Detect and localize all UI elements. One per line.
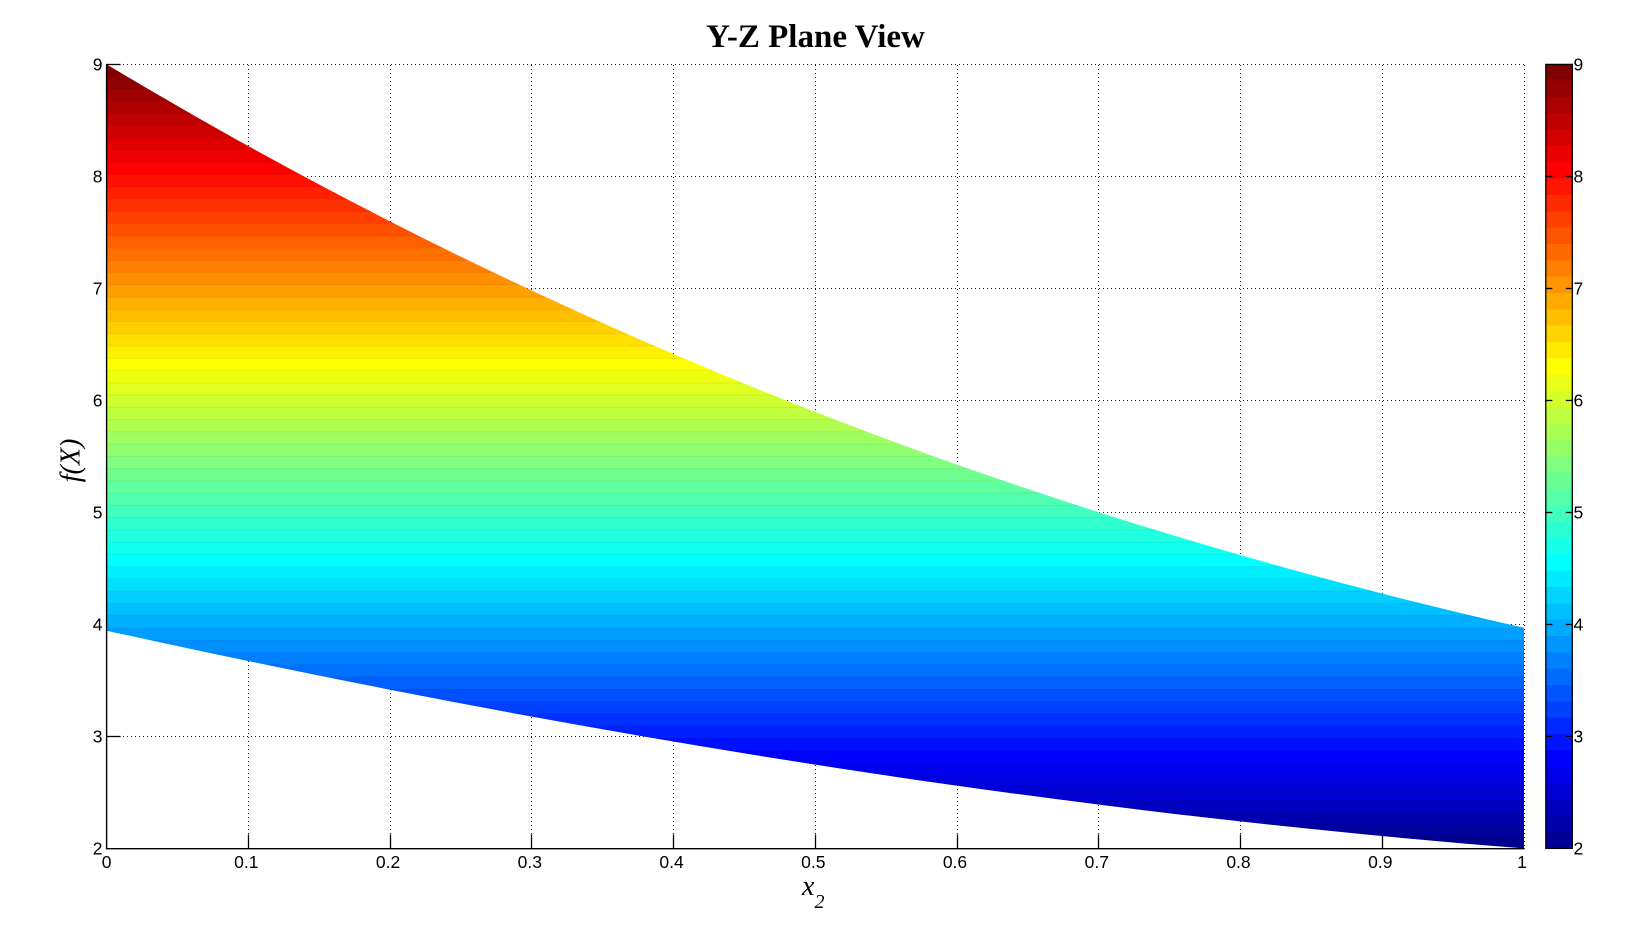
svg-text:0.4: 0.4 [659,852,684,872]
svg-text:5: 5 [93,503,103,523]
svg-text:2: 2 [1574,839,1584,859]
svg-text:7: 7 [93,279,103,299]
svg-text:6: 6 [93,391,103,411]
svg-text:8: 8 [93,167,103,187]
svg-text:6: 6 [1574,391,1584,411]
svg-text:5: 5 [1574,503,1584,523]
svg-text:0.3: 0.3 [518,852,542,872]
svg-text:8: 8 [1574,167,1584,187]
svg-text:4: 4 [93,615,103,635]
svg-text:x2: x2 [801,871,824,913]
svg-text:9: 9 [1574,55,1584,75]
svg-text:0.8: 0.8 [1226,852,1250,872]
svg-text:0.1: 0.1 [234,852,258,872]
svg-text:9: 9 [93,55,103,75]
svg-text:0.9: 0.9 [1368,852,1392,872]
svg-text:0.5: 0.5 [801,852,825,872]
svg-text:Y-Z Plane View: Y-Z Plane View [706,19,925,55]
svg-text:4: 4 [1574,615,1584,635]
svg-text:3: 3 [1574,727,1584,747]
svg-text:0.6: 0.6 [943,852,967,872]
svg-text:0.7: 0.7 [1085,852,1109,872]
svg-text:3: 3 [93,727,103,747]
svg-text:1: 1 [1517,852,1527,872]
svg-text:0: 0 [102,852,112,872]
svg-text:7: 7 [1574,279,1584,299]
svg-text:f(X): f(X) [55,439,86,483]
svg-text:0.2: 0.2 [376,852,400,872]
svg-text:2: 2 [93,839,103,859]
